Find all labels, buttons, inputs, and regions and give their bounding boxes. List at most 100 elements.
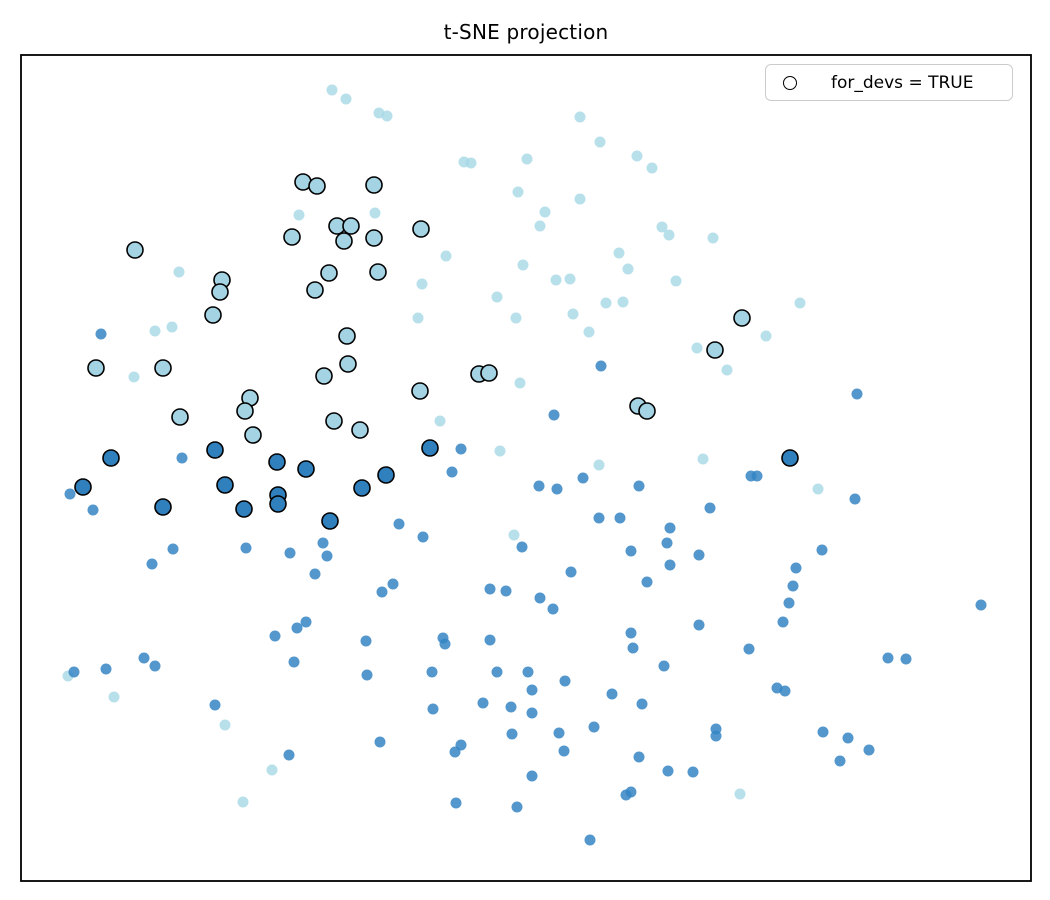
- scatter-point-dark-plain: [882, 652, 894, 664]
- scatter-point-dark-plain: [506, 728, 518, 740]
- scatter-point-dark-plain: [511, 801, 523, 813]
- scatter-point-dark-plain: [288, 656, 300, 668]
- scatter-point-dark-plain: [417, 531, 429, 543]
- scatter-point-dark-plain: [851, 388, 863, 400]
- scatter-point-light-ring-for-devs-true: [154, 359, 172, 377]
- scatter-point-dark-plain: [321, 550, 333, 562]
- scatter-point-light-ring-for-devs-true: [320, 264, 338, 282]
- scatter-point-dark-plain: [283, 749, 295, 761]
- scatter-point-dark-plain: [620, 789, 632, 801]
- scatter-point-dark-plain: [595, 360, 607, 372]
- scatter-point-dark-plain: [361, 669, 373, 681]
- scatter-point-light-plain: [697, 453, 709, 465]
- scatter-point-dark-plain: [376, 586, 388, 598]
- scatter-point-light-ring-for-devs-true: [283, 228, 301, 246]
- scatter-point-dark-plain: [516, 541, 528, 553]
- scatter-point-light-plain: [108, 691, 120, 703]
- scatter-point-dark-plain: [455, 443, 467, 455]
- scatter-point-dark-plain: [606, 688, 618, 700]
- scatter-point-light-plain: [128, 371, 140, 383]
- scatter-point-light-plain: [613, 247, 625, 259]
- scatter-point-light-plain: [381, 110, 393, 122]
- scatter-point-dark-ring-for-devs-true: [421, 439, 439, 457]
- scatter-point-light-plain: [691, 342, 703, 354]
- scatter-point-dark-plain: [446, 466, 458, 478]
- scatter-point-dark-plain: [834, 755, 846, 767]
- scatter-point-dark-plain: [95, 328, 107, 340]
- scatter-point-dark-ring-for-devs-true: [74, 478, 92, 496]
- chart-title: t-SNE projection: [443, 20, 609, 44]
- scatter-point-light-ring-for-devs-true: [306, 281, 324, 299]
- scatter-point-dark-plain: [526, 684, 538, 696]
- scatter-point-light-ring-for-devs-true: [315, 367, 333, 385]
- scatter-point-dark-plain: [484, 583, 496, 595]
- scatter-point-dark-plain: [209, 699, 221, 711]
- scatter-point-light-plain: [534, 220, 546, 232]
- scatter-point-light-ring-for-devs-true: [211, 283, 229, 301]
- scatter-point-light-plain: [266, 764, 278, 776]
- scatter-point-dark-plain: [533, 480, 545, 492]
- scatter-point-light-ring-for-devs-true: [204, 306, 222, 324]
- scatter-point-light-plain: [512, 186, 524, 198]
- scatter-point-dark-plain: [687, 766, 699, 778]
- scatter-point-light-plain: [369, 207, 381, 219]
- scatter-point-dark-plain: [146, 558, 158, 570]
- scatter-point-light-plain: [734, 788, 746, 800]
- scatter-point-light-plain: [567, 308, 579, 320]
- scatter-point-dark-plain: [167, 543, 179, 555]
- scatter-point-light-ring-for-devs-true: [480, 364, 498, 382]
- scatter-point-light-plain: [340, 93, 352, 105]
- scatter-point-dark-plain: [309, 568, 321, 580]
- scatter-point-light-ring-for-devs-true: [338, 327, 356, 345]
- scatter-point-light-plain: [760, 330, 772, 342]
- scatter-point-dark-ring-for-devs-true: [154, 498, 172, 516]
- scatter-point-light-plain: [508, 529, 520, 541]
- scatter-point-dark-plain: [450, 797, 462, 809]
- scatter-point-dark-plain: [710, 730, 722, 742]
- scatter-point-dark-plain: [777, 616, 789, 628]
- scatter-point-dark-ring-for-devs-true: [235, 500, 253, 518]
- scatter-point-dark-ring-for-devs-true: [321, 512, 339, 530]
- scatter-point-dark-plain: [693, 549, 705, 561]
- scatter-point-dark-ring-for-devs-true: [781, 449, 799, 467]
- scatter-point-dark-ring-for-devs-true: [206, 441, 224, 459]
- scatter-point-dark-plain: [551, 483, 563, 495]
- scatter-point-light-plain: [794, 297, 806, 309]
- scatter-point-light-ring-for-devs-true: [335, 232, 353, 250]
- scatter-point-dark-plain: [661, 537, 673, 549]
- scatter-point-light-ring-for-devs-true: [365, 229, 383, 247]
- scatter-point-dark-plain: [484, 634, 496, 646]
- scatter-point-dark-plain: [588, 721, 600, 733]
- scatter-point-light-plain: [574, 193, 586, 205]
- scatter-point-dark-plain: [593, 512, 605, 524]
- plot-frame: [20, 54, 1032, 882]
- scatter-point-dark-plain: [816, 544, 828, 556]
- scatter-point-dark-plain: [790, 562, 802, 574]
- scatter-point-light-plain: [670, 275, 682, 287]
- scatter-point-light-plain: [539, 206, 551, 218]
- scatter-point-dark-plain: [627, 642, 639, 654]
- scatter-point-light-ring-for-devs-true: [411, 382, 429, 400]
- scatter-point-dark-plain: [783, 597, 795, 609]
- scatter-point-light-plain: [617, 296, 629, 308]
- scatter-point-light-plain: [663, 229, 675, 241]
- scatter-point-light-plain: [622, 263, 634, 275]
- scatter-point-light-plain: [491, 291, 503, 303]
- scatter-point-dark-plain: [584, 834, 596, 846]
- scatter-point-dark-plain: [449, 746, 461, 758]
- scatter-point-light-plain: [326, 84, 338, 96]
- scatter-point-dark-plain: [565, 566, 577, 578]
- scatter-point-dark-plain: [269, 630, 281, 642]
- scatter-point-dark-plain: [743, 643, 755, 655]
- scatter-point-light-ring-for-devs-true: [126, 241, 144, 259]
- scatter-point-dark-plain: [558, 745, 570, 757]
- scatter-point-dark-plain: [240, 542, 252, 554]
- scatter-point-light-plain: [517, 259, 529, 271]
- scatter-point-dark-plain: [87, 504, 99, 516]
- scatter-point-dark-plain: [863, 744, 875, 756]
- scatter-point-light-ring-for-devs-true: [412, 220, 430, 238]
- scatter-point-dark-ring-for-devs-true: [377, 466, 395, 484]
- scatter-point-dark-plain: [625, 545, 637, 557]
- scatter-point-dark-plain: [658, 660, 670, 672]
